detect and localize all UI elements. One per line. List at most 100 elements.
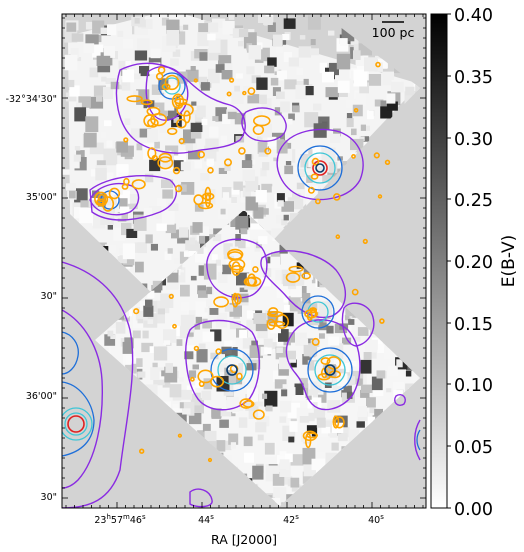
orange-contour (202, 192, 215, 201)
extinction-pixel (305, 86, 314, 96)
extinction-pixel (290, 477, 300, 488)
extinction-pixel (267, 57, 277, 67)
extinction-pixel (346, 113, 353, 120)
extinction-pixel (195, 316, 202, 324)
extinction-pixel (173, 117, 180, 123)
extinction-pixel (288, 265, 297, 276)
extinction-pixel (341, 161, 347, 166)
extinction-pixel (74, 146, 81, 151)
extinction-pixel (185, 240, 198, 251)
extinction-pixel (184, 351, 194, 360)
extinction-pixel (387, 365, 398, 376)
extinction-pixel (236, 273, 247, 286)
extinction-pixel (333, 357, 344, 367)
extinction-pixel (96, 160, 106, 167)
orange-contour (379, 318, 385, 324)
extinction-pixel (246, 320, 259, 331)
extinction-pixel (233, 181, 243, 190)
extinction-pixel (104, 120, 112, 127)
orange-contour (307, 186, 315, 194)
extinction-pixel (133, 73, 141, 80)
extinction-pixel (83, 132, 97, 148)
extinction-pixel (246, 66, 255, 75)
extinction-pixel (121, 79, 127, 86)
extinction-pixel (252, 465, 264, 480)
extinction-pixel (197, 285, 206, 295)
extinction-pixel (326, 325, 334, 334)
extinction-pixel (221, 346, 232, 355)
extinction-pixel (83, 43, 95, 54)
extinction-pixel (71, 33, 84, 42)
orange-contour (310, 173, 319, 180)
extinction-pixel (361, 384, 373, 393)
orange-contour (189, 376, 195, 382)
extinction-pixel (136, 143, 143, 151)
extinction-pixel (193, 323, 201, 330)
x-tick-label: 44s (198, 513, 214, 526)
orange-contour (94, 191, 109, 207)
extinction-pixel (172, 403, 179, 409)
extinction-pixel (197, 32, 210, 47)
orange-contour (317, 373, 331, 381)
extinction-pixel (207, 160, 214, 167)
extinction-pixel (359, 82, 369, 94)
extinction-pixel (290, 285, 302, 298)
extinction-pixel (369, 339, 378, 350)
extinction-pixel (244, 278, 258, 290)
extinction-pixel (213, 440, 226, 452)
extinction-pixel (208, 48, 219, 61)
extinction-pixel (139, 66, 150, 77)
extinction-pixel (350, 360, 357, 367)
extinction-pixel (261, 123, 272, 138)
extinction-pixel (215, 64, 226, 73)
extinction-pixel (355, 92, 367, 106)
extinction-pixel (165, 363, 173, 373)
extinction-pixel (132, 330, 141, 339)
extinction-pixel (199, 52, 208, 61)
colorbar-label: E(B-V) (499, 235, 519, 287)
orange-contour (174, 184, 183, 193)
extinction-pixel (337, 373, 348, 387)
extinction-pixel (357, 406, 367, 417)
extinction-pixel (200, 82, 210, 91)
extinction-pixel (279, 244, 288, 254)
extinction-pixel (300, 338, 309, 345)
extinction-pixel (161, 179, 174, 188)
orange-contour (351, 153, 356, 159)
orange-contour (231, 292, 239, 308)
extinction-pixel (257, 111, 263, 117)
extinction-pixel (258, 236, 268, 245)
extinction-pixel (366, 397, 376, 408)
extinction-pixel (360, 136, 370, 143)
extinction-pixel (125, 61, 132, 67)
orange-contour (332, 193, 341, 201)
extinction-pixel (188, 150, 201, 160)
extinction-pixel (191, 101, 197, 106)
extinction-pixel (89, 96, 104, 109)
extinction-pixel (246, 310, 256, 319)
extinction-pixel (326, 386, 336, 392)
extinction-pixel (391, 81, 404, 93)
extinction-pixel (245, 196, 259, 211)
extinction-pixel (294, 383, 304, 395)
extinction-pixel (260, 346, 268, 356)
extinction-pixel (339, 38, 348, 47)
extinction-pixel (220, 135, 228, 144)
extinction-pixel (328, 162, 338, 173)
extinction-pixel (259, 94, 267, 104)
x-tick-label: 42s (283, 513, 299, 526)
extinction-pixel (360, 124, 366, 131)
extinction-pixel (262, 162, 270, 171)
extinction-pixel (405, 370, 412, 377)
y-tick-label: 36'00" (26, 391, 57, 402)
contours-purple (62, 62, 421, 508)
extinction-pixel (75, 102, 82, 109)
orange-contour (353, 108, 359, 113)
extinction-pixel (276, 347, 283, 353)
extinction-pixel (228, 433, 239, 445)
extinction-pixel (134, 50, 148, 61)
orange-contour (140, 99, 153, 106)
colorbar-tick-labels: 0.40 0.35 0.30 0.25 0.20 0.15 0.10 0.05 … (454, 6, 493, 520)
extinction-pixel (92, 44, 104, 58)
orange-contour (326, 356, 342, 370)
